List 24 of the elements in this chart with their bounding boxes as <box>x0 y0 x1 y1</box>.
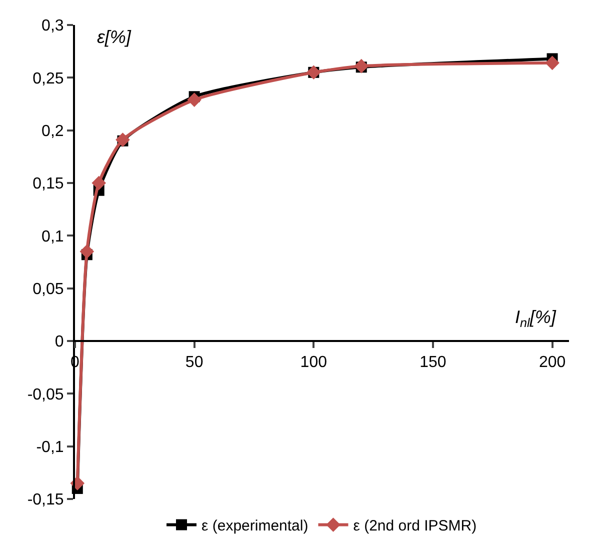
point <box>92 176 106 190</box>
y-tick-label: -0,15 <box>27 492 64 509</box>
y-tick-label: 0 <box>54 334 64 351</box>
y-tick-label: 0,2 <box>42 122 64 140</box>
x-axis-title: I$_{nl}$[%] <box>515 307 557 330</box>
legend-label: ε (experimental) <box>202 518 308 535</box>
y-axis-title: ε[%] <box>97 27 132 47</box>
point <box>545 56 560 70</box>
point <box>187 92 202 107</box>
y-tick-label: 0,05 <box>32 280 64 298</box>
x-tick-label: 150 <box>420 354 446 372</box>
y-tick-label: 0,3 <box>42 18 64 35</box>
point <box>116 132 130 147</box>
y-tick-label: 0,25 <box>32 70 64 88</box>
point <box>354 58 369 74</box>
x-tick-label: 200 <box>538 354 566 372</box>
x-tick-label: 100 <box>300 354 328 372</box>
y-tick-label: 0,1 <box>42 228 64 246</box>
y-tick-label: -0,1 <box>36 438 64 456</box>
y-tick-label: 0,15 <box>32 176 64 193</box>
point <box>80 244 94 259</box>
legend-label: ε (2nd ord IPSMR) <box>353 518 477 535</box>
y-tick-label: -0,05 <box>27 386 64 404</box>
x-tick-label: 50 <box>185 354 204 372</box>
